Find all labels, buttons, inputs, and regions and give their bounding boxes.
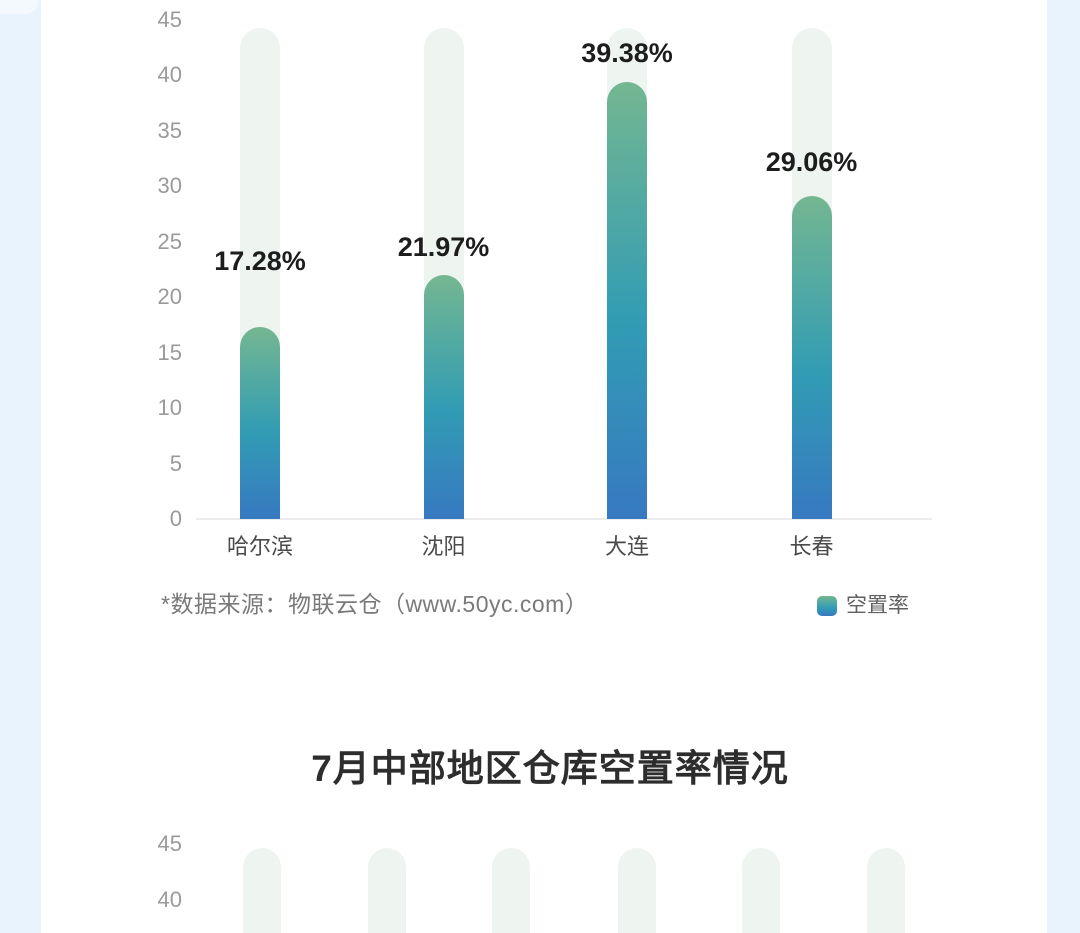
bar-value-label-dalian: 39.38%: [581, 37, 673, 68]
legend-label: 空置率: [846, 594, 909, 617]
bar-changchun[interactable]: [791, 196, 832, 519]
y-axis-tick-label: 25: [157, 228, 182, 254]
y-axis-tick-label: 35: [157, 117, 182, 143]
previous-card-corner: [0, 0, 38, 14]
legend-swatch-icon: [817, 595, 837, 616]
y-axis-tick-label: 15: [157, 339, 182, 365]
y-axis-tick-label: 20: [157, 284, 182, 309]
x-axis-category-shenyang: 沈阳: [421, 534, 466, 559]
bar-shenyang[interactable]: [423, 275, 464, 519]
y-axis-tick-label: 30: [157, 173, 182, 198]
content-card: [41, 0, 1047, 933]
y-axis-tick-label: 0: [169, 506, 182, 531]
central-region-chart-title: 7月中部地区仓库空置率情况: [311, 748, 789, 789]
data-source-note: *数据来源：物联云仓（www.50yc.com）: [161, 591, 589, 617]
y-axis-tick-label: 40: [157, 62, 182, 87]
x-axis-category-dalian: 大连: [604, 534, 649, 559]
y-axis-tick-label: 10: [157, 395, 182, 420]
bar-value-label-changchun: 29.06%: [765, 147, 858, 178]
bar-value-label-harbin: 17.28%: [214, 246, 306, 277]
y-axis-tick-label: 45: [157, 6, 182, 32]
legend-item-vacancy-rate[interactable]: 空置率: [817, 594, 909, 617]
x-axis-line: [196, 518, 932, 520]
x-axis-category-harbin: 哈尔滨: [226, 534, 293, 559]
y-axis-tick-label: 5: [169, 450, 182, 476]
bar-value-label-shenyang: 21.97%: [397, 232, 490, 263]
vacancy-bar-chart-northeast: 0 5 10 15 20 25 30 35 40 45 17.28% 哈尔滨 21.97% 沈阳 39.38…: [157, 6, 932, 559]
x-axis-category-changchun: 长春: [789, 534, 834, 559]
bar-dalian[interactable]: [607, 81, 647, 519]
bar-harbin[interactable]: [240, 327, 280, 519]
